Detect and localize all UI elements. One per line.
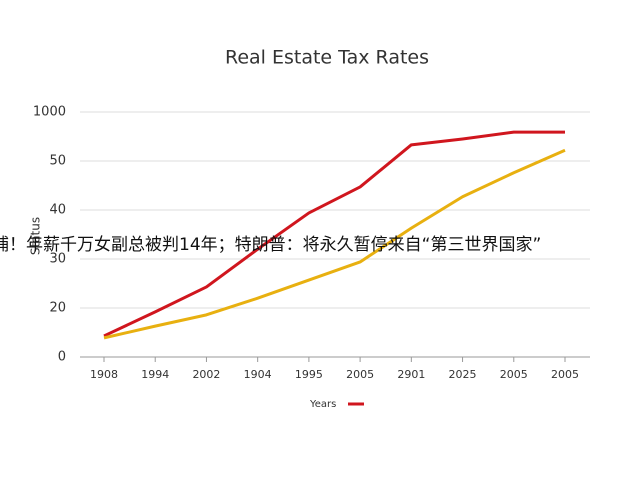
line-series (103, 130, 565, 338)
y-tick-label: 20 (49, 301, 66, 316)
y-tick-label: 50 (49, 154, 66, 169)
x-tick-label: 2005 (346, 368, 374, 381)
y-tick-label: 1000 (33, 105, 66, 120)
y-axis-label: Status (29, 217, 43, 255)
x-tick-label: 1904 (244, 368, 272, 381)
line-series (103, 148, 566, 340)
x-tick-label: 2005 (500, 368, 528, 381)
x-tick-label: 1994 (141, 368, 169, 381)
y-tick-label: 0 (58, 350, 66, 365)
x-tick-label: 2002 (192, 368, 220, 381)
y-tick-label: 40 (49, 203, 66, 218)
y-tick-label: 30 (49, 252, 66, 267)
x-tick-label: 2901 (397, 368, 425, 381)
x-tick-label: 1995 (295, 368, 323, 381)
x-tick-label: 2025 (449, 368, 477, 381)
legend-label: Years (309, 399, 336, 410)
overlay-banner: 捕！年薪千万女副总被判14年；特朗普：将永久暂停来自“第三世界国家” (0, 235, 542, 255)
chart-title: Real Estate Tax Rates (225, 47, 429, 69)
x-tick-label: 1908 (90, 368, 118, 381)
x-tick-label: 2005 (551, 368, 579, 381)
